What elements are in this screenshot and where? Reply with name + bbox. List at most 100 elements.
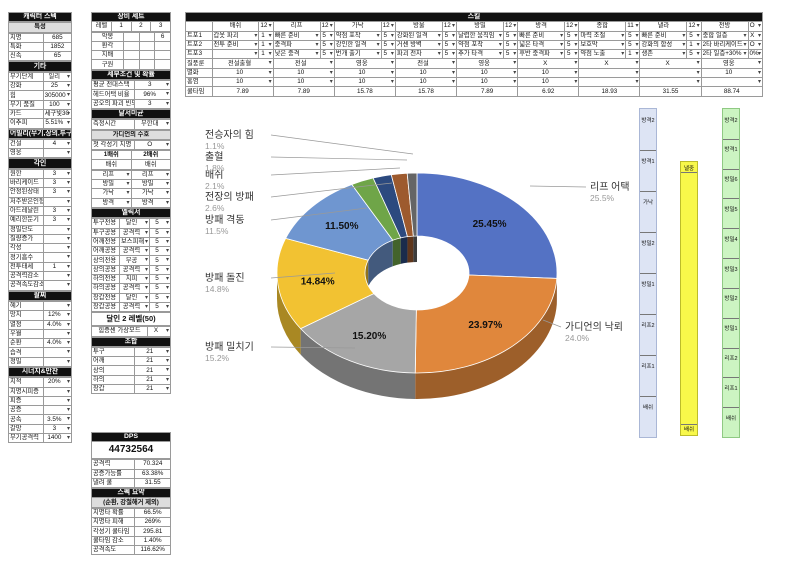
tripod-select[interactable]: 전투 준비 xyxy=(211,39,260,51)
tripod-level[interactable]: 1 xyxy=(258,39,274,51)
gear-set-cell[interactable] xyxy=(123,59,140,70)
tripod-level[interactable]: 1 xyxy=(258,30,274,41)
multiplier-select[interactable]: 방밀 xyxy=(130,179,171,190)
elixir-type[interactable]: 공격력 xyxy=(119,227,150,238)
hong-value[interactable]: 10 xyxy=(333,77,396,88)
tripod-select[interactable]: 생존 xyxy=(639,49,688,60)
combination-value[interactable]: 21 xyxy=(134,356,171,367)
engraving-value[interactable] xyxy=(42,233,73,245)
tripod-select[interactable]: 약점 포착 xyxy=(333,30,382,41)
tripod-level[interactable]: 5 xyxy=(502,49,519,60)
tripod-select[interactable]: 파괴 전차 xyxy=(394,49,443,60)
hong-value[interactable]: 10 xyxy=(272,77,335,88)
engraving-value[interactable]: 3 xyxy=(42,168,73,180)
tripod-level[interactable]: 5 xyxy=(441,30,458,41)
multiplier-select[interactable]: 리프 xyxy=(91,169,132,181)
tripod-level[interactable]: 1 xyxy=(625,49,641,60)
hong-value[interactable]: 10 xyxy=(517,77,580,88)
tripod-select[interactable]: 빠른 준비 xyxy=(517,30,566,41)
tripod-level[interactable]: 5 xyxy=(564,39,580,51)
tripod-select[interactable]: 후반 충격파 xyxy=(517,49,566,60)
measure-value[interactable]: 무한대 xyxy=(134,119,171,130)
elixir-level[interactable]: 5 xyxy=(149,273,171,285)
multiplier-select[interactable]: 방밀 xyxy=(91,179,132,190)
etc-value[interactable]: 일리 xyxy=(42,71,73,83)
etc-value[interactable]: 세구빛30 xyxy=(42,108,73,120)
multiplier-select[interactable]: 방격 xyxy=(91,197,132,208)
tripod-level[interactable]: 5 xyxy=(502,39,519,51)
gear-set-count[interactable] xyxy=(154,40,171,52)
engraving-value[interactable] xyxy=(42,224,73,235)
condition-value[interactable]: 96% xyxy=(134,89,171,100)
tripod-select[interactable]: 갑옷 파괴 xyxy=(211,30,260,41)
gem-value[interactable]: 10 xyxy=(211,67,274,79)
elixir-type[interactable]: 무공 xyxy=(119,255,150,266)
tripod-level[interactable]: 5 xyxy=(625,30,641,41)
skill-level-select[interactable]: 12 xyxy=(441,21,458,32)
hong-value[interactable] xyxy=(578,77,641,88)
skill-level-select[interactable]: 12 xyxy=(258,21,274,32)
elixir-type[interactable]: 보스피해 xyxy=(119,236,150,248)
multiplier-select[interactable]: 리프 xyxy=(130,169,171,181)
combination-value[interactable]: 21 xyxy=(134,374,171,386)
rune-value[interactable]: 영웅 xyxy=(456,58,519,69)
elixir-type[interactable]: 공격력 xyxy=(119,264,150,276)
engraving-value[interactable] xyxy=(42,280,73,291)
engraving-value[interactable]: 3 xyxy=(42,178,73,189)
tripod-select[interactable]: 추가 타격 xyxy=(456,49,504,60)
engraving-value[interactable] xyxy=(42,243,73,254)
tripod-select[interactable]: 번개 출기 xyxy=(333,49,382,60)
etc-value[interactable]: 305000 xyxy=(42,90,73,101)
bracelet-value[interactable] xyxy=(42,347,73,358)
gear-set-cell[interactable] xyxy=(138,40,156,52)
synergy-value[interactable]: 3 xyxy=(42,423,73,435)
tripod-select[interactable]: 빠른 준비 xyxy=(272,30,321,41)
tripod-select[interactable]: 약점 노출 xyxy=(578,49,627,60)
elixir-level[interactable]: 5 xyxy=(149,227,171,238)
elixir-level[interactable]: 5 xyxy=(149,264,171,276)
gem-value[interactable]: 10 xyxy=(456,67,519,79)
gear-set-count[interactable]: 6 xyxy=(154,31,171,42)
gem-value[interactable] xyxy=(639,67,702,79)
engraving-value[interactable]: 3 xyxy=(42,205,73,217)
elixir-level[interactable]: 5 xyxy=(149,292,171,303)
etc-value[interactable]: 25 xyxy=(42,81,73,92)
skill-level-select[interactable]: 12 xyxy=(319,21,335,32)
elixir-level[interactable]: 5 xyxy=(149,255,171,266)
tripod-select[interactable]: 2타 일층+30% xyxy=(700,49,749,60)
gear-set-cell[interactable] xyxy=(138,31,156,42)
elixir-type[interactable]: 공격력 xyxy=(119,301,150,313)
skill-level-select[interactable]: 12 xyxy=(564,21,580,32)
tripod-level[interactable]: 5 xyxy=(686,49,702,60)
tripod-level[interactable]: 0% xyxy=(747,49,763,60)
gem-value[interactable]: 10 xyxy=(394,67,458,79)
gear-set-cell[interactable] xyxy=(138,50,156,61)
rune-value[interactable]: 전설 xyxy=(272,58,335,69)
synergy-value[interactable]: 20% xyxy=(42,377,73,388)
multiplier-select[interactable]: 방격 xyxy=(130,197,171,208)
tripod-select[interactable]: 강화된 일격 xyxy=(394,30,443,41)
elixir-level[interactable]: 5 xyxy=(149,301,171,313)
combination-value[interactable]: 21 xyxy=(134,365,171,376)
condition-value[interactable]: 3 xyxy=(134,80,171,91)
tripod-level[interactable]: 5 xyxy=(319,39,335,51)
tripod-select[interactable]: 보호막 xyxy=(578,39,627,51)
gem-value[interactable]: 10 xyxy=(333,67,396,79)
multiplier-select[interactable]: 가낙 xyxy=(91,188,132,199)
tripod-level[interactable]: 5 xyxy=(319,49,335,60)
hong-value[interactable] xyxy=(639,77,702,88)
combination-value[interactable]: 21 xyxy=(134,346,171,358)
gem-value[interactable]: 10 xyxy=(517,67,580,79)
tripod-select[interactable]: 2타 바리케이드 xyxy=(700,39,749,51)
hong-value[interactable] xyxy=(700,77,764,88)
tripod-select[interactable]: 날렵한 움직임 xyxy=(456,30,504,41)
elixir-type[interactable]: 달인 xyxy=(119,292,150,303)
skill-level-select[interactable]: 12 xyxy=(686,21,702,32)
synergy-value[interactable]: 3.5% xyxy=(42,414,73,425)
rune-value[interactable]: 전설출혈 xyxy=(211,58,274,69)
condition-value[interactable]: 3 xyxy=(134,98,171,109)
rune-value[interactable]: X xyxy=(639,58,702,69)
combination-value[interactable]: 21 xyxy=(134,383,171,395)
tripod-select[interactable]: 강인한 일격 xyxy=(333,39,382,51)
tripod-level[interactable]: 5 xyxy=(564,30,580,41)
